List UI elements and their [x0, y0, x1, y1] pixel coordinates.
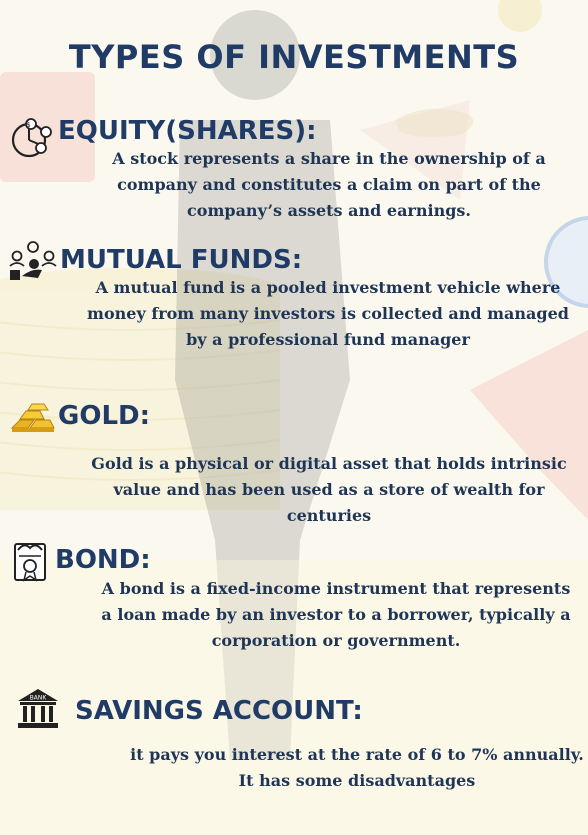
mutual-funds-description: A mutual fund is a pooled investment veh…: [87, 278, 569, 349]
gold-heading: GOLD:: [58, 401, 150, 431]
gold-description: Gold is a physical or digital asset that…: [91, 454, 567, 525]
equity-description: A stock represents a share in the owners…: [112, 149, 546, 220]
svg-text:$: $: [26, 121, 30, 129]
bond-certificate-icon: [14, 543, 46, 582]
bank-icon-label: BANK: [30, 695, 48, 702]
equity-chart-icon: $: [11, 118, 52, 158]
bank-icon: BANK: [18, 689, 58, 728]
page-title: TYPES OF INVESTMENTS: [68, 38, 520, 76]
mutual-funds-heading: MUTUAL FUNDS:: [60, 245, 303, 275]
savings-account-description: it pays you interest at the rate of 6 to…: [130, 745, 584, 790]
bond-heading: BOND:: [55, 545, 151, 575]
bond-description: A bond is a fixed-income instrument that…: [101, 579, 571, 650]
gold-bars-icon: [10, 403, 55, 432]
mutual-fund-people-icon: [9, 241, 57, 280]
equity-heading: EQUITY(SHARES):: [58, 116, 317, 146]
savings-account-heading: SAVINGS ACCOUNT:: [75, 696, 363, 726]
